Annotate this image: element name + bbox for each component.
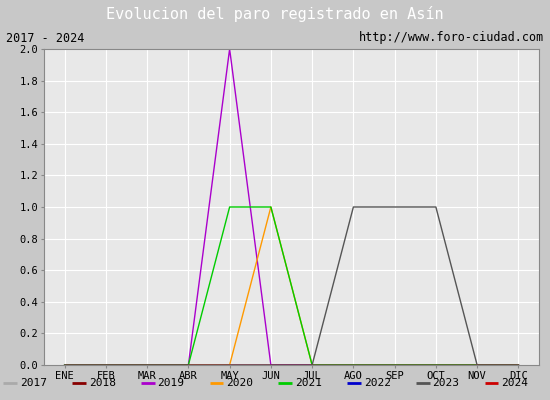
Text: 2018: 2018 <box>89 378 115 388</box>
Text: http://www.foro-ciudad.com: http://www.foro-ciudad.com <box>359 32 544 44</box>
Text: 2024: 2024 <box>501 378 528 388</box>
Text: 2017 - 2024: 2017 - 2024 <box>6 32 84 44</box>
Text: Evolucion del paro registrado en Asín: Evolucion del paro registrado en Asín <box>106 6 444 22</box>
Text: 2019: 2019 <box>157 378 184 388</box>
Text: 2020: 2020 <box>226 378 253 388</box>
Text: 2021: 2021 <box>295 378 322 388</box>
Text: 2022: 2022 <box>364 378 390 388</box>
Text: 2023: 2023 <box>432 378 459 388</box>
Text: 2017: 2017 <box>20 378 47 388</box>
